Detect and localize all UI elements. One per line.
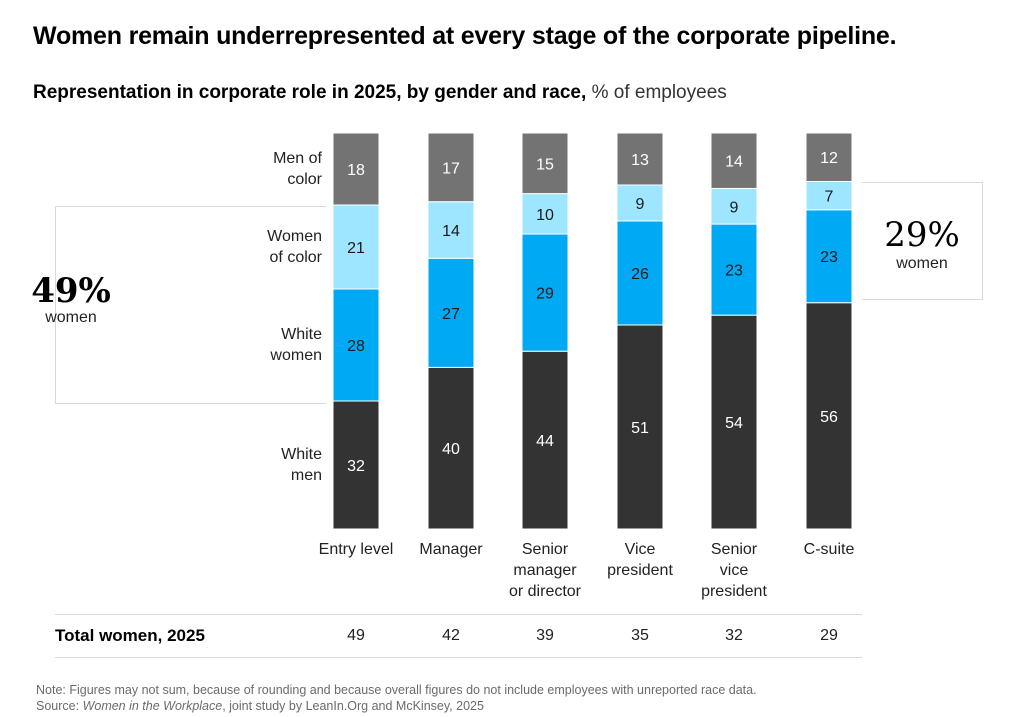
total-women-value: 49 (347, 627, 365, 644)
source-title: Women in the Workplace (82, 699, 223, 713)
data-label: 18 (347, 162, 365, 179)
callout-value: 29% (884, 215, 960, 255)
source-suffix: , joint study by LeanIn.Org and McKinsey… (222, 699, 484, 713)
total-women-value: 29 (820, 627, 838, 644)
data-label: 29 (536, 286, 554, 303)
bar-segment-men-of-color (616, 132, 664, 186)
data-label: 10 (536, 207, 554, 224)
chart-subtitle: Representation in corporate role in 2025… (33, 82, 727, 104)
bar-segment-white-women (521, 233, 569, 352)
footnote: Note: Figures may not sum, because of ro… (36, 682, 757, 714)
bar-segment-white-women (427, 257, 475, 368)
callout-label: women (896, 255, 948, 272)
table-top-rule (55, 614, 862, 615)
data-label: 13 (631, 152, 649, 169)
callout-label: women (45, 309, 97, 326)
bar-segment-men-of-color (521, 132, 569, 195)
legend-item-men-of-color: Men of color (273, 150, 322, 188)
total-women-value: 32 (725, 627, 743, 644)
data-label: 54 (725, 415, 743, 432)
bar-segment-white-men (521, 350, 569, 530)
data-label: 12 (820, 150, 838, 167)
bar-segment-white-men (805, 302, 853, 530)
bar-segment-men-of-color (427, 132, 475, 203)
data-label: 7 (825, 189, 834, 206)
total-women-value: 35 (631, 627, 649, 644)
bar-segment-women-of-color (332, 204, 380, 290)
data-label: 23 (820, 249, 838, 266)
data-label: 27 (442, 306, 460, 323)
data-label: 14 (442, 223, 460, 240)
bar-segment-women-of-color (710, 187, 758, 225)
data-label: 21 (347, 240, 365, 257)
category-label: Senior vice president (701, 541, 767, 600)
table-bottom-rule (55, 657, 862, 658)
data-label: 56 (820, 409, 838, 426)
subtitle-bold: Representation in corporate role in 2025… (33, 82, 587, 103)
subtitle-unit: % of employees (586, 82, 727, 103)
bar-segment-white-women (332, 288, 380, 402)
data-label: 32 (347, 458, 365, 475)
data-label: 15 (536, 156, 554, 173)
data-label: 23 (725, 263, 743, 280)
total-women-value: 42 (442, 627, 460, 644)
data-label: 9 (636, 196, 645, 213)
callout-value: 49% (31, 271, 111, 311)
bar-segment-women-of-color (805, 180, 853, 211)
bar-segment-men-of-color (710, 132, 758, 189)
bar-segment-white-women (616, 220, 664, 326)
data-label: 40 (442, 441, 460, 458)
category-label: Senior manager or director (508, 541, 582, 600)
bar-segment-women-of-color (427, 201, 475, 259)
category-label: Vice president (607, 541, 673, 579)
data-label: 14 (725, 154, 743, 171)
legend-item-white-men: White men (281, 446, 322, 484)
bar-segment-white-men (427, 366, 475, 530)
total-women-value: 39 (536, 627, 554, 644)
category-label: C-suite (803, 541, 855, 558)
bar-segment-white-women (710, 223, 758, 316)
source-text: Source: Women in the Workplace, joint st… (36, 698, 757, 714)
legend-item-white-women: White women (270, 326, 322, 364)
category-label: Entry level (318, 541, 394, 558)
chart-title: Women remain underrepresented at every s… (33, 22, 897, 50)
total-women-label: Total women, 2025 (55, 626, 205, 645)
data-label: 26 (631, 266, 649, 283)
bar-segment-white-men (616, 324, 664, 530)
bar-segment-white-women (805, 209, 853, 304)
data-label: 9 (730, 199, 739, 216)
data-label: 17 (442, 160, 460, 177)
category-label: Manager (419, 541, 483, 558)
note-text: Note: Figures may not sum, because of ro… (36, 683, 757, 697)
data-label: 28 (347, 338, 365, 355)
source-prefix: Source: (36, 699, 83, 713)
legend-item-women-of-color: Women of color (267, 228, 322, 266)
data-label: 51 (631, 420, 649, 437)
data-label: 44 (536, 433, 554, 450)
bar-segment-white-men (710, 314, 758, 530)
callout-c-suite-women: 29% women (862, 182, 983, 300)
callout-entry-level-women: 49% women (31, 206, 326, 404)
bar-segment-men-of-color (332, 132, 380, 206)
bar-segment-men-of-color (805, 132, 853, 182)
